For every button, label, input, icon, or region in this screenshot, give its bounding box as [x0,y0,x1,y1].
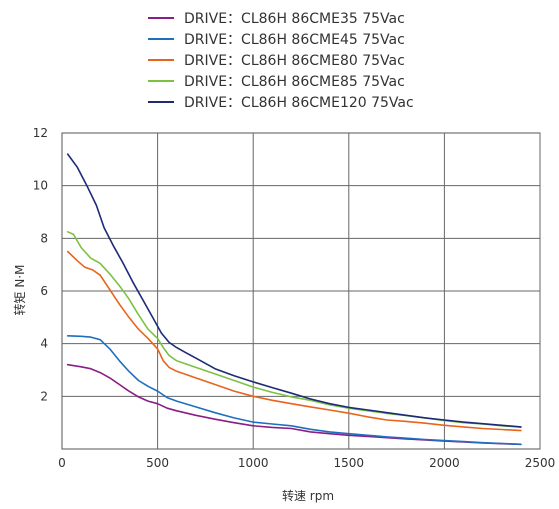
y-tick-label: 6 [40,284,48,298]
legend-entry: DRIVE：CL86H 86CME35 75Vac [184,11,405,27]
grid [61,132,541,450]
axes: 0 500 1000 1500 2000 2500 2 4 6 8 10 12 [33,126,556,470]
legend-entry: DRIVE：CL86H 86CME80 75Vac [184,53,405,69]
x-tick-label: 1000 [238,456,269,470]
legend: DRIVE：CL86H 86CME35 75Vac DRIVE：CL86H 86C… [148,11,414,111]
series-lines [66,153,522,446]
y-axis-label: 转矩 N·M [12,265,27,316]
series-line-2 [66,334,522,446]
y-tick-label: 10 [33,179,48,193]
series-line-3 [66,250,522,432]
y-tick-label: 2 [40,389,48,403]
series-line-5 [66,153,522,428]
x-tick-label: 500 [146,456,169,470]
x-tick-label: 2500 [525,456,556,470]
y-tick-label: 4 [40,337,48,351]
x-tick-label: 0 [58,456,66,470]
legend-entry: DRIVE：CL86H 86CME85 75Vac [184,74,405,90]
legend-entry: DRIVE：CL86H 86CME120 75Vac [184,95,414,111]
y-tick-label: 8 [40,231,48,245]
x-axis-label: 转速 rpm [282,488,334,503]
x-tick-label: 2000 [429,456,460,470]
y-tick-label: 12 [33,126,48,140]
x-tick-label: 1500 [334,456,365,470]
legend-entry: DRIVE：CL86H 86CME45 75Vac [184,32,405,48]
series-line-4 [66,231,522,428]
